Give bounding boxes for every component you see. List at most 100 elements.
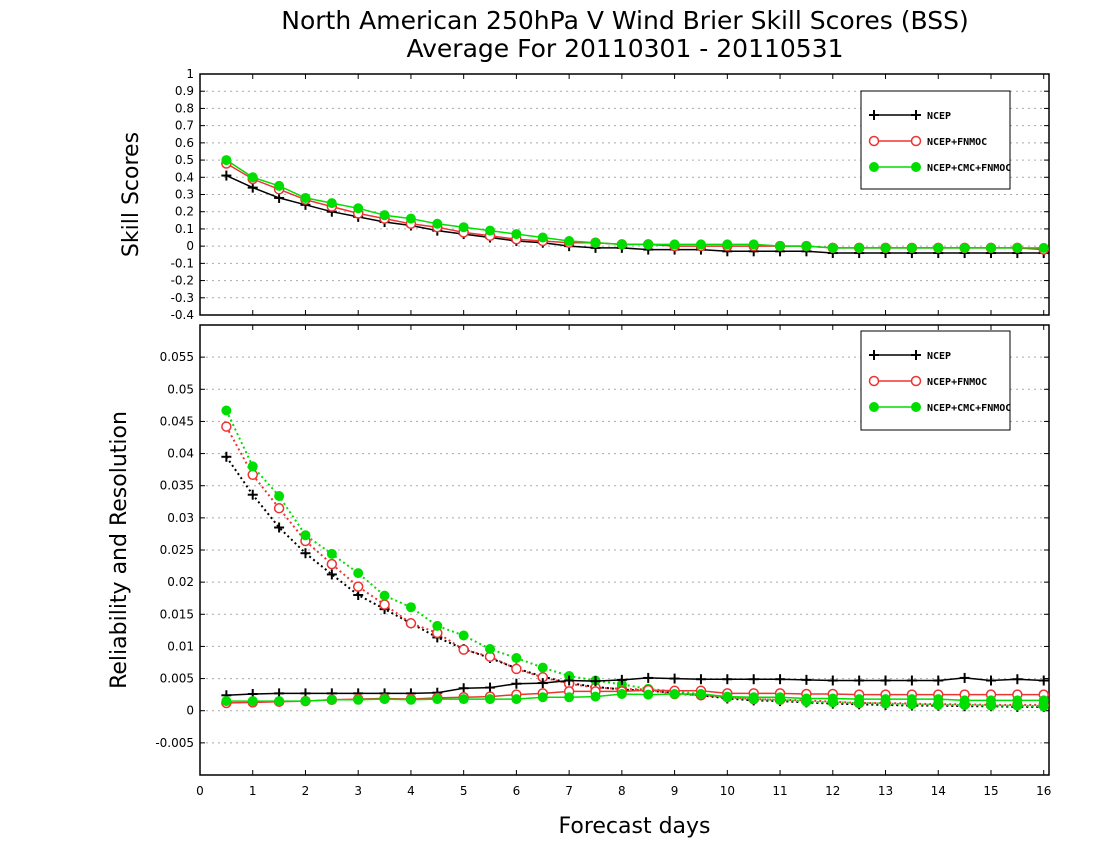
series-ncep-cmc-fnmoc-reliability: [221, 689, 1049, 707]
filled-circle-marker: [564, 235, 575, 246]
y-tick-label: 0.025: [160, 543, 194, 557]
y-axis-title: Skill Scores: [119, 132, 144, 257]
legend-item: NCEP+CMC+FNMOC: [869, 402, 1011, 414]
open-circle-marker: [910, 375, 922, 387]
legend-box: [860, 90, 1011, 190]
x-tick-label: 4: [407, 784, 415, 798]
series-line: [225, 426, 1044, 706]
y-tick-label: 0.1: [175, 222, 194, 236]
filled-circle-marker: [590, 691, 601, 702]
legend-label: NCEP+CMC+FNMOC: [927, 403, 1011, 414]
legend-label: NCEP+FNMOC: [927, 377, 987, 388]
y-tick-label: 0.03: [167, 511, 194, 525]
y-tick-label: -0.3: [171, 291, 194, 305]
filled-circle-marker: [1038, 242, 1049, 253]
y-tick-label: 0.01: [167, 639, 194, 653]
filled-circle-marker: [432, 218, 443, 229]
y-tick-label: 0.04: [167, 447, 194, 461]
plus-marker: [985, 675, 996, 686]
open-circle-marker: [273, 502, 285, 514]
open-circle-marker: [868, 375, 880, 387]
filled-circle-marker: [616, 239, 627, 250]
filled-circle-marker: [274, 491, 285, 501]
y-tick-label: 0.055: [160, 350, 194, 364]
filled-circle-marker: [880, 242, 891, 253]
filled-circle-marker: [247, 696, 258, 707]
y-tick-label: -0.005: [155, 736, 194, 750]
plus-marker: [748, 674, 759, 685]
reliability-resolution-panel: 0.055 0.05 0.045 0.04 0.035 0.03 0.025 0.02 0.01…: [107, 324, 1051, 839]
filled-circle-marker: [748, 692, 759, 703]
plus-marker: [511, 678, 522, 689]
y-tick-label: 1: [186, 67, 194, 81]
filled-circle-marker: [221, 155, 232, 166]
filled-circle-marker: [801, 241, 812, 252]
filled-circle-marker: [911, 162, 921, 172]
plus-marker: [854, 675, 865, 686]
filled-circle-marker: [775, 241, 786, 252]
filled-circle-marker: [537, 232, 548, 243]
open-circle-marker: [379, 599, 390, 610]
filled-circle-marker: [695, 239, 706, 250]
filled-circle-marker: [1012, 242, 1023, 253]
filled-circle-marker: [775, 692, 786, 703]
filled-circle-marker: [485, 225, 496, 236]
filled-circle-marker: [590, 237, 601, 248]
filled-circle-marker: [959, 242, 970, 253]
x-tick-label: 7: [565, 784, 573, 798]
y-tick-label: 0.045: [160, 414, 194, 428]
filled-circle-marker: [854, 242, 865, 253]
plus-marker: [643, 672, 654, 683]
filled-circle-marker: [537, 662, 548, 673]
x-tick-label: 13: [878, 784, 893, 798]
legend: NCEP NCEP+FNMOC NCEP+CMC+FNMOC: [860, 90, 1011, 190]
filled-circle-marker: [722, 691, 733, 702]
y-tick-label: 0.8: [175, 101, 194, 115]
filled-circle-marker: [669, 239, 680, 250]
plus-marker: [1012, 674, 1023, 685]
y-tick-label: 0: [186, 239, 194, 253]
filled-circle-marker: [379, 590, 390, 601]
filled-circle-marker: [537, 692, 548, 703]
filled-circle-marker: [326, 198, 337, 209]
filled-circle-marker: [326, 694, 337, 705]
plus-marker: [669, 673, 680, 684]
legend-item: NCEP+FNMOC: [868, 135, 987, 148]
y-tick-label: 0.2: [175, 205, 194, 219]
plus-marker: [616, 674, 627, 685]
chart-title: North American 250hPa V Wind Brier Skill…: [281, 6, 968, 35]
plus-marker: [537, 678, 548, 689]
legend-box: [860, 330, 1011, 431]
legend: NCEP NCEP+FNMOC NCEP+CMC+FNMOC: [860, 330, 1011, 431]
y-tick-label: -0.4: [171, 308, 194, 322]
plus-marker: [801, 674, 812, 685]
filled-circle-marker: [405, 694, 416, 705]
filled-circle-marker: [616, 689, 627, 699]
filled-circle-marker: [326, 548, 337, 559]
filled-circle-marker: [985, 242, 996, 253]
filled-circle-marker: [274, 180, 285, 191]
filled-circle-marker: [485, 644, 496, 654]
x-tick-label: 16: [1036, 784, 1051, 798]
open-circle-marker: [352, 581, 364, 592]
filled-circle-marker: [869, 402, 879, 412]
filled-circle-marker: [854, 694, 865, 705]
filled-circle-marker: [880, 694, 891, 705]
x-tick-label: 10: [720, 784, 735, 798]
open-circle-marker: [405, 618, 417, 629]
x-tick-label: 5: [460, 784, 468, 798]
x-tick-label: 12: [825, 784, 840, 798]
plus-marker: [911, 110, 921, 120]
filled-circle-marker: [827, 693, 838, 704]
filled-circle-marker: [353, 203, 364, 214]
filled-circle-marker: [869, 162, 879, 172]
x-tick-label: 2: [302, 784, 310, 798]
filled-circle-marker: [985, 695, 996, 706]
filled-circle-marker: [722, 239, 733, 250]
x-tick-label: 15: [983, 784, 998, 798]
filled-circle-marker: [432, 620, 443, 631]
y-axis-title: Reliability and Resolution: [107, 411, 132, 689]
plus-marker: [906, 675, 917, 686]
